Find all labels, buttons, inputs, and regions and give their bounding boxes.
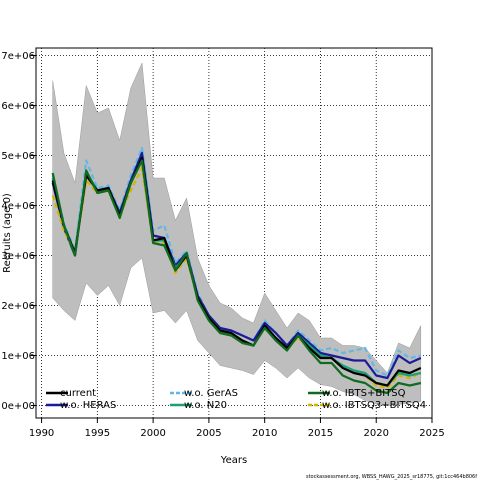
x-tick-label: 2005 <box>196 428 221 439</box>
legend-label: w.o. IBTS+BITSQ <box>322 388 406 399</box>
y-tick-label: 1e+06 <box>1 351 35 362</box>
confidence-band-layer <box>52 62 422 406</box>
footnote: stockassessment.org, WBSS_HAWG_2025_sr18… <box>306 474 477 480</box>
legend-label: w.o. HERAS <box>60 400 116 411</box>
y-tick-label: 2e+06 <box>1 301 35 312</box>
plot-frame <box>35 47 433 419</box>
y-tick-label: 5e+06 <box>1 151 35 162</box>
series-line-w-o-ibts-bitsq <box>51 159 422 395</box>
y-tick-label: 7e+06 <box>1 51 35 62</box>
y-axis-label: Recruits (age 0) <box>2 193 13 273</box>
series-layer <box>51 146 422 395</box>
x-axis: 1990 1995 2000 2005 2010 2015 2020 2025 <box>29 418 445 439</box>
y-tick-label: 6e+06 <box>1 101 35 112</box>
x-axis-label: Years <box>220 455 247 466</box>
x-tick-label: 1990 <box>29 428 54 439</box>
x-tick-label: 2015 <box>308 428 333 439</box>
legend-label: w.o. GerAS <box>184 388 238 399</box>
x-tick-label: 2000 <box>140 428 165 439</box>
legend-label: w.o. IBTSQ3+BITSQ4 <box>322 400 426 411</box>
y-tick-label: 3e+06 <box>1 251 35 262</box>
x-tick-label: 2020 <box>363 428 388 439</box>
y-tick-label: 0e+00 <box>1 401 35 412</box>
y-axis: 0e+00 1e+06 2e+06 3e+06 4e+06 5e+06 6e+06 7e+06 <box>1 51 36 412</box>
legend-label: w.o. N20 <box>184 400 227 411</box>
x-tick-label: 2025 <box>419 428 444 439</box>
x-tick-label: 1995 <box>85 428 110 439</box>
y-tick-label: 4e+06 <box>1 201 35 212</box>
legend-label: current <box>60 388 96 399</box>
confidence-band <box>52 62 422 406</box>
x-tick-label: 2010 <box>252 428 277 439</box>
series-line-w-o-geras <box>51 146 422 377</box>
